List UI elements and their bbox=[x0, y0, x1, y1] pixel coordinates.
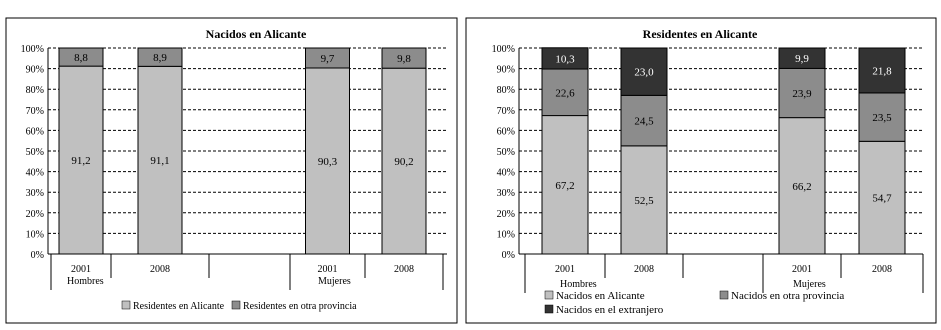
data-label: 91,2 bbox=[71, 155, 90, 167]
y-tick-label: 70% bbox=[497, 106, 515, 117]
legend-swatch bbox=[719, 290, 729, 300]
bar-segment bbox=[541, 115, 589, 255]
y-tick-label: 80% bbox=[26, 85, 44, 96]
bar-segment bbox=[541, 47, 589, 70]
bar-segment bbox=[137, 47, 183, 67]
legend-label: Nacidos en otra provincia bbox=[731, 290, 844, 302]
legend-label: Nacidos en Alicante bbox=[556, 290, 645, 302]
group-label: Hombres bbox=[67, 276, 104, 287]
data-label: 52,5 bbox=[634, 195, 654, 207]
bar-segment bbox=[858, 47, 906, 94]
y-tick-label: 10% bbox=[26, 229, 44, 240]
x-tick-label: 2001 bbox=[318, 264, 338, 275]
data-label: 90,2 bbox=[394, 156, 413, 168]
y-tick-label: 70% bbox=[26, 106, 44, 117]
legend: Residentes en Alicante Residentes en otra… bbox=[121, 300, 357, 312]
data-label: 9,9 bbox=[795, 53, 809, 65]
data-label: 22,6 bbox=[555, 87, 575, 99]
x-tick-label: 2008 bbox=[872, 264, 892, 275]
x-tick-label: 2008 bbox=[394, 264, 414, 275]
bar-segment bbox=[858, 92, 906, 142]
data-label: 8,9 bbox=[153, 52, 167, 64]
legend-swatch bbox=[121, 300, 131, 310]
data-label: 10,3 bbox=[555, 53, 575, 65]
data-label: 9,8 bbox=[397, 53, 411, 65]
legend: Nacidos en Alicante Nacidos en otra provi… bbox=[544, 290, 844, 316]
x-tick-label: 2001 bbox=[555, 264, 575, 275]
y-tick-label: 0% bbox=[502, 250, 515, 261]
group-label: Mujeres bbox=[793, 279, 826, 290]
legend-label: Nacidos en el extranjero bbox=[556, 304, 664, 316]
bar-segment bbox=[137, 65, 183, 255]
bar-segment bbox=[620, 94, 668, 147]
y-tick-label: 60% bbox=[26, 126, 44, 137]
data-label: 8,8 bbox=[74, 52, 88, 64]
y-tick-label: 80% bbox=[497, 85, 515, 96]
x-tick-label: 2001 bbox=[71, 264, 91, 275]
x-tick-label: 2001 bbox=[792, 264, 812, 275]
data-label: 54,7 bbox=[872, 193, 892, 205]
y-tick-label: 10% bbox=[497, 229, 515, 240]
bar-segment bbox=[305, 67, 350, 255]
y-tick-label: 0% bbox=[31, 250, 44, 261]
y-tick-label: 100% bbox=[492, 44, 515, 55]
data-label: 24,5 bbox=[634, 116, 654, 128]
y-tick-label: 50% bbox=[497, 147, 515, 158]
data-label: 23,0 bbox=[634, 67, 654, 79]
chart-title: Nacidos en Alicante bbox=[206, 27, 307, 41]
x-tick-label: 2008 bbox=[634, 264, 654, 275]
y-tick-label: 50% bbox=[26, 147, 44, 158]
bar-segment bbox=[778, 47, 826, 69]
y-tick-label: 20% bbox=[497, 209, 515, 220]
data-label: 23,9 bbox=[792, 88, 812, 100]
data-label: 66,2 bbox=[792, 181, 811, 193]
bar-segment bbox=[381, 47, 427, 69]
group-label: Mujeres bbox=[318, 276, 351, 287]
bar-segment bbox=[381, 67, 427, 255]
x-tick-label: 2008 bbox=[150, 264, 170, 275]
y-tick-label: 90% bbox=[497, 65, 515, 76]
bar-segment bbox=[58, 47, 104, 67]
bar-segment bbox=[858, 140, 906, 255]
bar-segment bbox=[58, 65, 104, 255]
legend-label: Residentes en otra provincia bbox=[243, 301, 357, 312]
y-tick-label: 20% bbox=[26, 209, 44, 220]
data-label: 90,3 bbox=[318, 156, 338, 168]
plot-area: 0% 10% 20% 30% 40% 50% 60% 70% 80% 90% 100% 91,2 8,8… bbox=[21, 44, 447, 290]
chart-nacidos-en-alicante: Nacidos en Alicante 0% 10% 20% 30% 40% 50% 60%… bbox=[5, 17, 458, 324]
bar-segment bbox=[305, 47, 350, 69]
chart-residentes-en-alicante: Residentes en Alicante 0% 10% 20% 30% 40% 50%… bbox=[465, 17, 937, 324]
legend-swatch bbox=[544, 290, 554, 300]
data-label: 67,2 bbox=[555, 180, 574, 192]
legend-swatch bbox=[231, 300, 241, 310]
bar-segment bbox=[620, 47, 668, 96]
data-label: 91,1 bbox=[150, 155, 169, 167]
y-tick-label: 90% bbox=[26, 65, 44, 76]
data-label: 23,5 bbox=[872, 112, 892, 124]
y-tick-label: 40% bbox=[497, 168, 515, 179]
bar-segment bbox=[541, 68, 589, 117]
y-tick-label: 100% bbox=[21, 44, 44, 55]
data-label: 9,7 bbox=[321, 53, 335, 65]
y-tick-label: 30% bbox=[26, 188, 44, 199]
legend-swatch bbox=[544, 304, 554, 314]
chart-title: Residentes en Alicante bbox=[643, 27, 758, 41]
bar-segment bbox=[778, 117, 826, 255]
group-label: Hombres bbox=[560, 279, 597, 290]
plot-area: 0% 10% 20% 30% 40% 50% 60% 70% 80% 90% 100% 67,2 22,… bbox=[492, 44, 924, 293]
data-label: 21,8 bbox=[872, 65, 892, 77]
y-tick-label: 30% bbox=[497, 188, 515, 199]
legend-label: Residentes en Alicante bbox=[133, 301, 225, 312]
y-tick-label: 40% bbox=[26, 168, 44, 179]
y-tick-label: 60% bbox=[497, 126, 515, 137]
